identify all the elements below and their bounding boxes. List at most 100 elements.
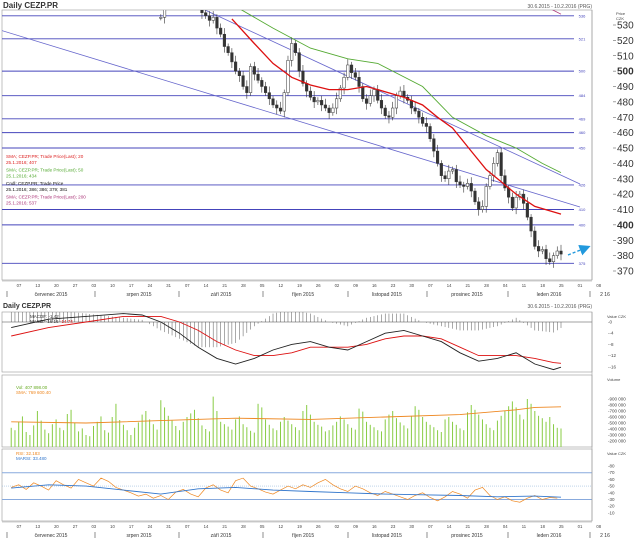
candle-down (327, 107, 331, 113)
volume-plot (10, 396, 562, 447)
x-month-label: srpen 2015 (126, 292, 151, 298)
rsi-tick-label: -80 (608, 464, 615, 469)
trend-line-upper (204, 10, 581, 185)
price-tick-label: 500 (617, 67, 634, 78)
x-month-label: prosinec 2015 (451, 292, 483, 298)
candle-up (394, 95, 398, 109)
sma50-line (240, 10, 562, 174)
x-tick-label: 17 (129, 524, 134, 529)
x-tick-label: 31 (166, 524, 171, 529)
candle-up (484, 186, 488, 207)
candle-up (159, 17, 163, 19)
x-month-label: červenec 2015 (35, 292, 68, 298)
x-tick-label: 21 (465, 283, 470, 288)
volume-sma-label: SMA: 769 600.40 (16, 390, 51, 395)
candle-up (249, 66, 253, 93)
date-range: 30.6.2015 - 10.2.2016 (PRG) (528, 4, 593, 10)
x-tick-label: 04 (503, 524, 508, 529)
candle-up (492, 163, 496, 176)
volume-tick-label: -300 000 (608, 433, 626, 438)
candle-up (391, 107, 395, 118)
marsi-line (11, 484, 562, 498)
legend-label: SMA; CEZP.PR; Trade Price(Last); 50 (6, 168, 84, 173)
legend-value: 25.1.2016; 434 (6, 174, 37, 179)
x-tick-label: 18 (540, 283, 545, 288)
candle-down (424, 123, 428, 127)
candle-down (226, 46, 230, 53)
price-tick-label: 420 (617, 190, 634, 201)
marsi-label: MARSI: 33.480 (16, 456, 47, 461)
price-pane (1, 9, 593, 281)
x-month-label: listopad 2015 (372, 292, 402, 298)
x-tick-label: 08 (596, 283, 601, 288)
candle-down (364, 98, 369, 104)
x-tick-label: 30 (409, 283, 414, 288)
x-tick-label: 24 (148, 524, 153, 529)
legend-value: 25.1.2016; 537 (6, 201, 37, 206)
x-month-label: listopad 2015 (372, 533, 402, 539)
level-label: 500 (579, 69, 586, 74)
candles (159, 2, 563, 268)
candle-down (417, 110, 421, 118)
x-tick-label: 25 (559, 524, 564, 529)
candle-up (163, 10, 167, 18)
price-tick-label: 440 (617, 159, 634, 170)
candle-up (338, 87, 342, 100)
chart-title: Daily CEZP.PR (3, 1, 58, 10)
volume-axis-unit: Volume (607, 377, 621, 382)
candle-up (495, 152, 499, 164)
macd-plot (2, 312, 592, 371)
candle-down (197, 2, 200, 7)
rsi-tick-label: -30 (608, 497, 615, 502)
volume-tick-label: -700 000 (608, 409, 626, 414)
candle-down (421, 117, 425, 124)
sma200-line (551, 10, 562, 15)
price-tick-label: 460 (617, 128, 634, 139)
x-tick-label: 21 (222, 283, 227, 288)
candle-down (387, 115, 391, 118)
price-tick-label: 450 (617, 144, 634, 155)
candle-down (533, 230, 537, 247)
legend-value: 25.1.2016; 386; 386; 379; 381 (6, 187, 68, 192)
x-tick-label: 20 (54, 524, 59, 529)
candle-down (379, 100, 384, 109)
x-tick-label: 17 (129, 283, 134, 288)
candle-down (222, 33, 226, 47)
x-tick-label: 07 (428, 283, 433, 288)
volume-tick-label: -400 000 (608, 427, 626, 432)
x-tick-label: 26 (316, 524, 321, 529)
candle-down (245, 86, 249, 93)
x-tick-label: 12 (278, 524, 283, 529)
price-tick-label: 490 (617, 82, 634, 93)
level-label: 450 (579, 146, 586, 151)
candle-down (293, 43, 298, 53)
x-axis-indicators: 07 13 20 27 03 10 17 24 31 07 14 21 28 05 12 19 26 02 09 16… (2, 521, 610, 539)
candle-down (234, 61, 238, 72)
price-axis-title: Price (616, 11, 626, 16)
candle-down (260, 80, 264, 87)
candle-up (398, 90, 402, 96)
x-axis-price: 07 13 20 27 03 10 17 24 31 07 14 21 28 05 12 19 26 02 09 16… (2, 280, 610, 298)
legend-label: SMA; CEZP.PR; Trade Price(Last); 20 (6, 154, 84, 159)
candle-down (443, 175, 447, 180)
candle-up (346, 64, 350, 78)
candle-up (447, 170, 451, 179)
x-month-label: 2 16 (600, 292, 610, 298)
price-tick-label: 470 (617, 113, 634, 124)
candle-down (439, 163, 443, 176)
x-tick-label: 24 (148, 283, 153, 288)
x-tick-label: 10 (110, 524, 115, 529)
x-tick-label: 14 (204, 283, 209, 288)
x-tick-label: 25 (559, 283, 564, 288)
legend-label: Cndl; CEZP.PR; Trade Price (6, 181, 64, 186)
candle-down (477, 201, 481, 210)
rsi-tick-label: -60 (608, 477, 615, 482)
candle-down (537, 246, 541, 252)
candle-down (297, 52, 301, 72)
candle-down (312, 97, 316, 103)
x-month-label: září 2015 (211, 533, 232, 539)
x-tick-label: 23 (391, 524, 396, 529)
sma20-line (231, 18, 562, 215)
candle-down (525, 203, 529, 218)
